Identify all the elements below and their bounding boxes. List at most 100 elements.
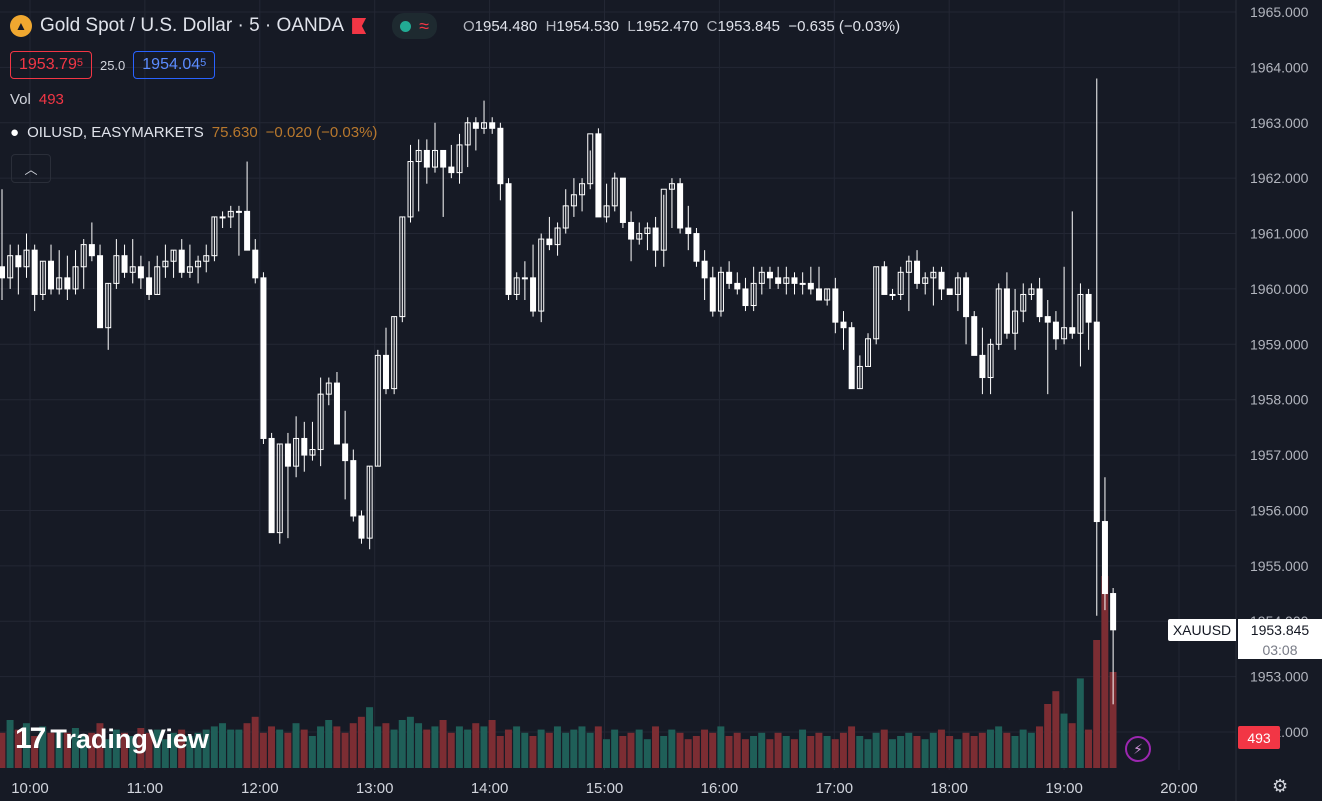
- candle-body: [407, 161, 414, 218]
- volume-bar: [660, 736, 668, 768]
- bid-sup: 5: [76, 57, 83, 69]
- time-axis[interactable]: 10:00 11:00 12:00 13:00 14:00 15:00 16:00 17:00…: [11, 780, 1198, 797]
- buy-price-button[interactable]: 1954.045: [133, 51, 216, 79]
- candle-body: [685, 227, 692, 235]
- candle-body: [717, 271, 724, 312]
- overlay-legend[interactable]: ● OILUSD, EASYMARKETS 75.630 −0.020 (−0.…: [10, 124, 377, 141]
- candle-body: [546, 238, 553, 246]
- volume-bar: [374, 726, 382, 768]
- candle-body: [873, 266, 880, 340]
- volume-bar: [80, 736, 88, 768]
- candle-body: [734, 282, 741, 290]
- ask-sup: 5: [200, 57, 207, 69]
- volume-bar: [848, 726, 856, 768]
- volume-bar: [611, 729, 619, 768]
- volume-bar: [733, 732, 741, 768]
- settings-icon[interactable]: ⚙: [1272, 776, 1289, 796]
- y-tick-label: 1957.000: [1250, 447, 1309, 463]
- candle-body: [619, 177, 626, 223]
- volume-bar: [1027, 732, 1035, 768]
- candle-body: [227, 210, 234, 218]
- y-tick-label: 1958.000: [1250, 392, 1309, 408]
- candle-body: [521, 277, 528, 280]
- low-value: 1952.470: [635, 17, 699, 35]
- candle-body: [668, 183, 675, 190]
- candle-body: [358, 515, 365, 539]
- volume-bar: [578, 726, 586, 768]
- candle-body: [481, 122, 488, 129]
- candle-body: [432, 149, 439, 168]
- candle-body: [260, 277, 267, 439]
- candle-body: [848, 327, 855, 390]
- candle-body: [1101, 521, 1108, 595]
- volume-bar: [496, 736, 504, 768]
- candle-body: [317, 393, 324, 451]
- volume-label: Vol: [10, 91, 31, 108]
- chart-grid: [0, 0, 1237, 801]
- sell-price-button[interactable]: 1953.795: [10, 51, 92, 79]
- volume-bar: [104, 739, 112, 768]
- symbol-title[interactable]: Gold Spot / U.S. Dollar · 5 · OANDA: [40, 15, 345, 36]
- volume-bar: [1036, 726, 1043, 768]
- candle-body: [865, 338, 872, 367]
- candle-body: [971, 316, 978, 356]
- volume-bar: [235, 729, 243, 768]
- x-tick-label: 20:00: [1160, 780, 1198, 797]
- candle-body: [677, 183, 684, 229]
- candle-body: [775, 277, 782, 284]
- candle-body: [595, 133, 602, 218]
- volume-bar: [888, 739, 896, 768]
- volume-bar: [357, 716, 365, 768]
- volume-bar: [594, 726, 602, 768]
- volume-bar: [709, 732, 717, 768]
- volume-bar: [63, 732, 71, 768]
- volume-bar: [39, 726, 47, 768]
- tradingview-logo[interactable]: 17 TradingView: [15, 722, 209, 756]
- candle-body: [579, 183, 586, 196]
- volume-bar: [586, 732, 594, 768]
- volume-bar: [807, 736, 815, 768]
- volume-bar: [317, 726, 325, 768]
- volume-bar: [276, 729, 284, 768]
- volume-bar: [823, 736, 831, 768]
- volume-bar: [790, 739, 798, 768]
- candle-body: [56, 277, 63, 290]
- volume-bar: [978, 732, 986, 768]
- candle-body: [636, 233, 643, 240]
- candle-body: [897, 271, 904, 295]
- candle-body: [195, 260, 202, 268]
- gold-bars-icon: ▲: [10, 15, 32, 37]
- candle-body: [235, 210, 242, 213]
- candle-body: [276, 443, 283, 534]
- volume-bar: [6, 720, 14, 768]
- flag-icon[interactable]: [352, 18, 367, 34]
- volume-legend[interactable]: Vol 493: [10, 91, 64, 108]
- volume-bar: [839, 732, 847, 768]
- candle-body: [1085, 293, 1092, 323]
- volume-bar: [284, 732, 292, 768]
- candle-body: [423, 149, 430, 168]
- candle-body: [497, 127, 504, 185]
- y-tick-label: 1961.000: [1250, 226, 1309, 242]
- volume-bar: [390, 729, 398, 768]
- candle-body: [791, 277, 798, 284]
- tv-mark: 17: [15, 722, 46, 755]
- volume-bar: [856, 736, 864, 768]
- candle-body: [80, 244, 87, 268]
- candle-body: [513, 277, 520, 295]
- candle-body: [203, 255, 210, 262]
- candle-body: [472, 122, 479, 129]
- overlay-value: 75.630: [211, 124, 258, 141]
- lightning-icon[interactable]: ⚡: [1125, 736, 1151, 762]
- candle-body: [170, 249, 177, 262]
- volume-bar: [1076, 678, 1084, 768]
- volume-bar: [504, 729, 512, 768]
- volume-bar: [1101, 576, 1109, 768]
- candle-body: [1020, 293, 1027, 312]
- market-status-pill[interactable]: ≈: [392, 13, 437, 39]
- x-tick-label: 11:00: [127, 780, 163, 797]
- candle-body: [211, 216, 218, 257]
- collapse-legend-button[interactable]: ︿: [11, 154, 51, 183]
- volume-bar: [55, 729, 63, 768]
